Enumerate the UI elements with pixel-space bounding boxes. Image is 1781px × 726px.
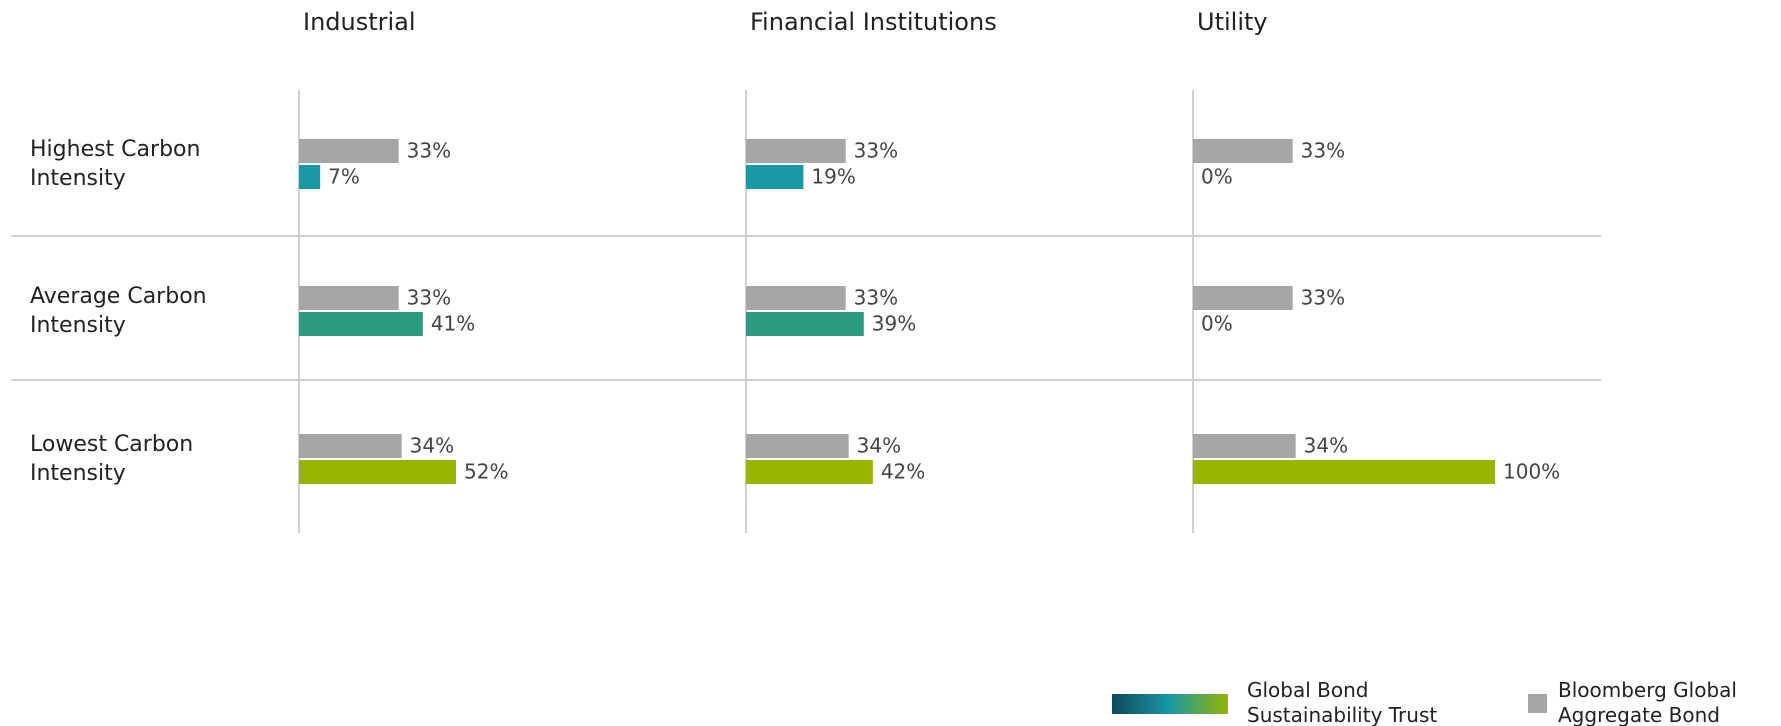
category-label: Average Carbon Intensity (30, 284, 207, 338)
category-label: Highest Carbon Intensity (30, 137, 201, 191)
value-label: 52% (464, 460, 508, 484)
category-label: Lowest Carbon Intensity (30, 432, 194, 486)
value-label: 33% (407, 286, 451, 310)
bar (299, 460, 457, 484)
value-label: 42% (881, 460, 925, 484)
bar (746, 286, 846, 310)
bar (746, 139, 846, 163)
bar (299, 312, 423, 336)
value-label: 33% (1301, 139, 1345, 163)
value-label: 39% (872, 312, 916, 336)
value-label: 33% (1301, 286, 1345, 310)
bar (299, 165, 321, 189)
legend-label: Bloomberg Global Aggregate Bond Index (1558, 678, 1737, 726)
bar (299, 139, 399, 163)
panel-title: Financial Institutions (750, 8, 997, 36)
value-label: 100% (1503, 460, 1560, 484)
value-label: 0% (1201, 312, 1233, 336)
bar (1193, 434, 1296, 458)
value-label: 0% (1201, 165, 1233, 189)
bar (1193, 460, 1495, 484)
value-label: 19% (811, 165, 855, 189)
value-label: 33% (407, 139, 451, 163)
panel-title: Industrial (303, 8, 416, 36)
legend-label: Global Bond Sustainability Trust (1247, 678, 1438, 726)
value-label: 33% (854, 286, 898, 310)
bar (746, 165, 804, 189)
value-label: 33% (854, 139, 898, 163)
value-label: 34% (410, 434, 454, 458)
value-label: 34% (857, 434, 901, 458)
bar (1193, 139, 1293, 163)
legend-swatch (1112, 694, 1228, 714)
bar (746, 312, 864, 336)
panel-title: Utility (1197, 8, 1268, 36)
value-label: 41% (431, 312, 475, 336)
bar (1193, 286, 1293, 310)
value-label: 34% (1304, 434, 1348, 458)
bar (746, 460, 873, 484)
bar (299, 434, 402, 458)
bar (299, 286, 399, 310)
bar (746, 434, 849, 458)
value-label: 7% (328, 165, 360, 189)
legend-swatch (1528, 694, 1547, 713)
